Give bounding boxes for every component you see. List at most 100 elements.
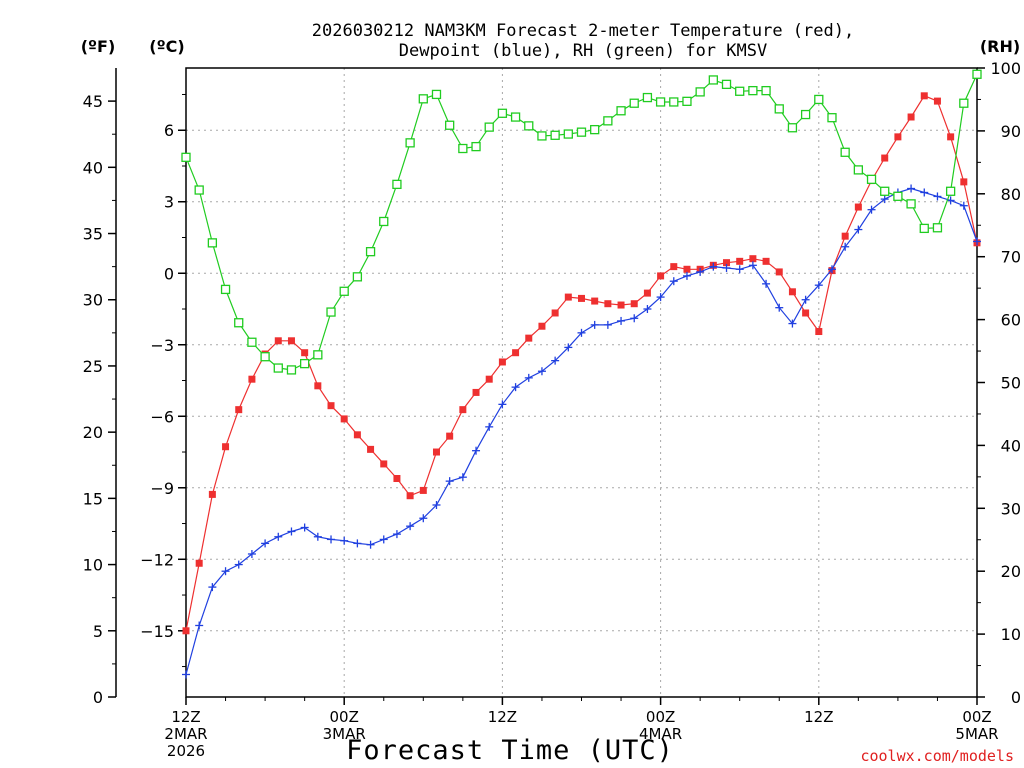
f-tick-label: 20 (83, 423, 103, 442)
data-point (735, 86, 745, 96)
f-tick-label: 25 (83, 357, 103, 376)
data-point (735, 265, 744, 274)
data-point (655, 97, 666, 107)
data-point (721, 79, 732, 90)
data-point (393, 475, 401, 483)
data-point (762, 279, 771, 288)
rh-tick-label: 30 (1001, 499, 1021, 518)
data-point (933, 97, 941, 105)
data-point (801, 295, 810, 304)
data-point (234, 318, 244, 328)
data-point (603, 116, 613, 126)
data-point (616, 106, 626, 116)
series-line (185, 74, 978, 371)
x-tick-label: 12Z (171, 708, 200, 726)
data-point (656, 293, 665, 302)
data-point (959, 98, 969, 108)
data-point (946, 196, 955, 205)
data-point (881, 154, 889, 162)
data-point (683, 265, 691, 273)
data-point (405, 138, 415, 148)
data-point (827, 113, 837, 123)
data-point (866, 174, 877, 184)
data-point (723, 259, 731, 267)
data-point (313, 350, 323, 360)
data-point (564, 343, 573, 352)
rh-tick-label: 40 (1001, 436, 1021, 455)
data-point (630, 300, 638, 308)
rh-tick-label: 50 (1001, 374, 1021, 393)
data-point (340, 536, 349, 545)
data-point (603, 320, 612, 329)
data-point (181, 152, 191, 162)
data-point (498, 358, 506, 366)
f-tick-label: 10 (83, 556, 103, 575)
data-point (220, 284, 231, 295)
x-tick-label: 00Z (330, 708, 359, 726)
data-point (208, 490, 216, 498)
rh-tick-label: 10 (1001, 625, 1021, 644)
data-point (578, 294, 585, 302)
data-point (326, 307, 336, 317)
data-point (893, 191, 903, 201)
c-tick-label: −9 (150, 479, 174, 498)
data-point (485, 422, 494, 431)
data-point (380, 460, 388, 468)
data-point (406, 492, 414, 500)
series-dewpoint (182, 184, 981, 679)
data-point (617, 316, 626, 325)
data-point (748, 85, 758, 96)
c-tick-label: −6 (150, 407, 174, 426)
data-point (234, 560, 243, 569)
data-point (537, 367, 546, 376)
data-point (248, 375, 256, 383)
unit-celsius: (ºC) (149, 37, 184, 56)
data-point (788, 319, 797, 328)
data-point (260, 352, 270, 362)
data-point (392, 179, 402, 190)
data-point (590, 320, 599, 329)
data-point (576, 127, 587, 137)
data-point (854, 225, 863, 234)
data-point (972, 69, 982, 79)
data-point (657, 272, 665, 280)
f-tick-label: 0 (93, 688, 103, 707)
data-point (920, 188, 929, 197)
fahrenheit-axis: 0 5 10 15 20 25 30 35 40 45 (83, 92, 116, 707)
data-point (736, 257, 744, 265)
f-tick-label: 5 (93, 622, 103, 641)
data-point (696, 267, 705, 276)
data-point (235, 406, 243, 414)
data-point (274, 532, 283, 541)
x-tick-label: 2MAR (164, 725, 207, 743)
x-tick-label: 00Z (646, 708, 675, 726)
data-point (800, 109, 811, 120)
data-point (617, 301, 625, 309)
data-point (327, 402, 335, 410)
data-point (301, 349, 309, 357)
unit-fahrenheit: (ºF) (81, 37, 116, 56)
c-tick-label: −15 (140, 622, 174, 641)
data-point (352, 272, 363, 282)
rh-tick-label: 0 (1011, 688, 1021, 707)
series-rh (181, 69, 982, 375)
data-point (485, 375, 493, 383)
data-point (551, 356, 560, 365)
x-tick-label: 3MAR (323, 725, 366, 743)
data-point (642, 92, 653, 103)
data-point (945, 186, 956, 196)
x-tick-label: 4MAR (639, 725, 682, 743)
x-tick-label: 5MAR (955, 725, 998, 743)
data-point (591, 297, 599, 305)
data-point (367, 445, 375, 453)
data-point (788, 288, 796, 296)
data-point (195, 559, 203, 567)
f-tick-label: 45 (83, 92, 103, 111)
data-point (682, 96, 692, 106)
data-point (484, 122, 494, 132)
data-point (814, 94, 824, 105)
data-point (880, 186, 890, 196)
data-point (590, 124, 600, 135)
x-tick-label: 12Z (488, 708, 517, 726)
